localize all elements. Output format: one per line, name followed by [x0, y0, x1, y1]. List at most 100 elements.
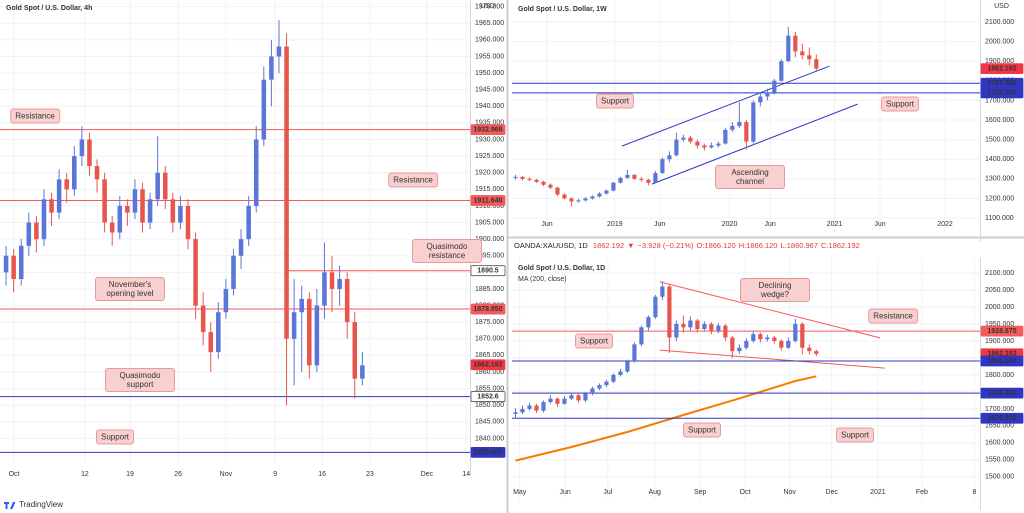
candle-body [786, 340, 791, 348]
y-tick-label: 1600.000 [985, 117, 1014, 124]
candle-body [541, 402, 546, 411]
candle-body [64, 179, 69, 190]
candle-body [238, 239, 244, 256]
y-tick-label: 1600.000 [985, 440, 1014, 447]
trendline [651, 103, 858, 185]
x-tick-label: 23 [366, 471, 374, 478]
price-label: 1841.000 [987, 358, 1016, 365]
x-tick-label: Oct [9, 471, 20, 478]
price-label: 1746.400 [987, 390, 1016, 397]
candle-body [314, 305, 320, 366]
candle-body [772, 337, 777, 341]
candle-body [709, 323, 714, 331]
candle-body [653, 172, 658, 183]
price-label: 1911.640 [474, 197, 503, 204]
y-tick-label: 1955.000 [475, 53, 504, 60]
candle-body [702, 145, 707, 148]
price-label: 1928.875 [987, 328, 1016, 335]
annotation: Quasimodo support [105, 367, 175, 392]
price-label: 1862.192 [987, 351, 1016, 358]
price-box [980, 387, 1024, 399]
chart-title: Gold Spot / U.S. Dollar, 1D [518, 265, 605, 272]
price-box [470, 359, 506, 371]
x-tick-label: 2021 [870, 489, 886, 496]
y-tick-label: 1845.000 [475, 419, 504, 426]
candle-body [520, 408, 525, 413]
annotation: Support [574, 333, 614, 349]
candle-body [674, 139, 679, 156]
candle-body [737, 121, 742, 126]
candle-body [193, 239, 198, 306]
x-tick-label: Dec [825, 489, 838, 496]
y-tick-label: 2100.000 [985, 19, 1014, 26]
y-tick-label: 1860.000 [475, 369, 504, 376]
x-tick-label: Jun [874, 221, 885, 228]
quote-item: −3.928 (−0.21%) [637, 241, 694, 250]
candle-body [534, 179, 539, 182]
x-tick-label: 2022 [937, 221, 953, 228]
axis-unit: USD [994, 3, 1009, 10]
candle-body [562, 194, 567, 199]
candle-body [625, 174, 630, 178]
y-tick-label: 2000.000 [985, 304, 1014, 311]
candle-body [604, 190, 609, 194]
price-label: 1738.700 [987, 90, 1016, 97]
candle-body [800, 323, 805, 348]
candle-body [155, 172, 160, 200]
price-box [470, 124, 506, 136]
x-tick-label: 2020 [722, 221, 738, 228]
x-tick-label: 19 [126, 471, 134, 478]
candle-body [140, 189, 145, 223]
candle-body [360, 365, 365, 379]
trendline [659, 281, 881, 339]
quote-item: 1862.192 [592, 241, 625, 250]
candle-body [618, 371, 623, 375]
candle-body [590, 196, 595, 199]
candle-body [3, 255, 9, 273]
candle-body [185, 205, 191, 240]
candle-body [337, 279, 342, 289]
price-box [980, 355, 1024, 367]
candle-body [147, 199, 153, 223]
candle-body [667, 155, 672, 160]
x-tick-label: 16 [318, 471, 326, 478]
annotation: Resistance [10, 108, 60, 124]
candle-body [737, 347, 742, 352]
candle-body [632, 174, 637, 179]
price-box [980, 325, 1024, 337]
x-tick-label: Jun [654, 221, 665, 228]
candle-body [723, 129, 728, 144]
candle-body [751, 334, 756, 341]
branding: TradingView [4, 500, 63, 509]
candle-body [49, 199, 54, 213]
ma-line [515, 375, 817, 462]
candle-body [765, 92, 770, 97]
y-tick-label: 1800.000 [985, 372, 1014, 379]
candle-body [758, 96, 763, 103]
candle-body [653, 296, 658, 318]
y-tick-label: 1940.000 [475, 103, 504, 110]
annotation: Support [835, 427, 875, 443]
y-tick-label: 1200.000 [985, 195, 1014, 202]
y-tick-label: 1950.000 [985, 321, 1014, 328]
candle-body [109, 222, 115, 233]
y-tick-label: 1930.000 [475, 136, 504, 143]
candle-body [26, 222, 32, 246]
candle-body [576, 200, 581, 202]
price-label: 1852.6 [477, 393, 499, 400]
candle-body [41, 199, 47, 240]
price-box [470, 391, 506, 402]
candle-body [597, 193, 602, 197]
candle-body [94, 166, 100, 180]
price-label: 1835.800 [473, 449, 502, 456]
x-tick-label: 26 [174, 471, 182, 478]
candle-body [716, 325, 721, 331]
candle-body [132, 189, 138, 213]
candle-body [807, 347, 812, 352]
candle-body [604, 381, 609, 386]
x-tick-label: Jun [541, 221, 552, 228]
trendline [659, 349, 885, 369]
candle-body [702, 323, 707, 330]
annotation: Quasimodo resistance [412, 238, 482, 263]
